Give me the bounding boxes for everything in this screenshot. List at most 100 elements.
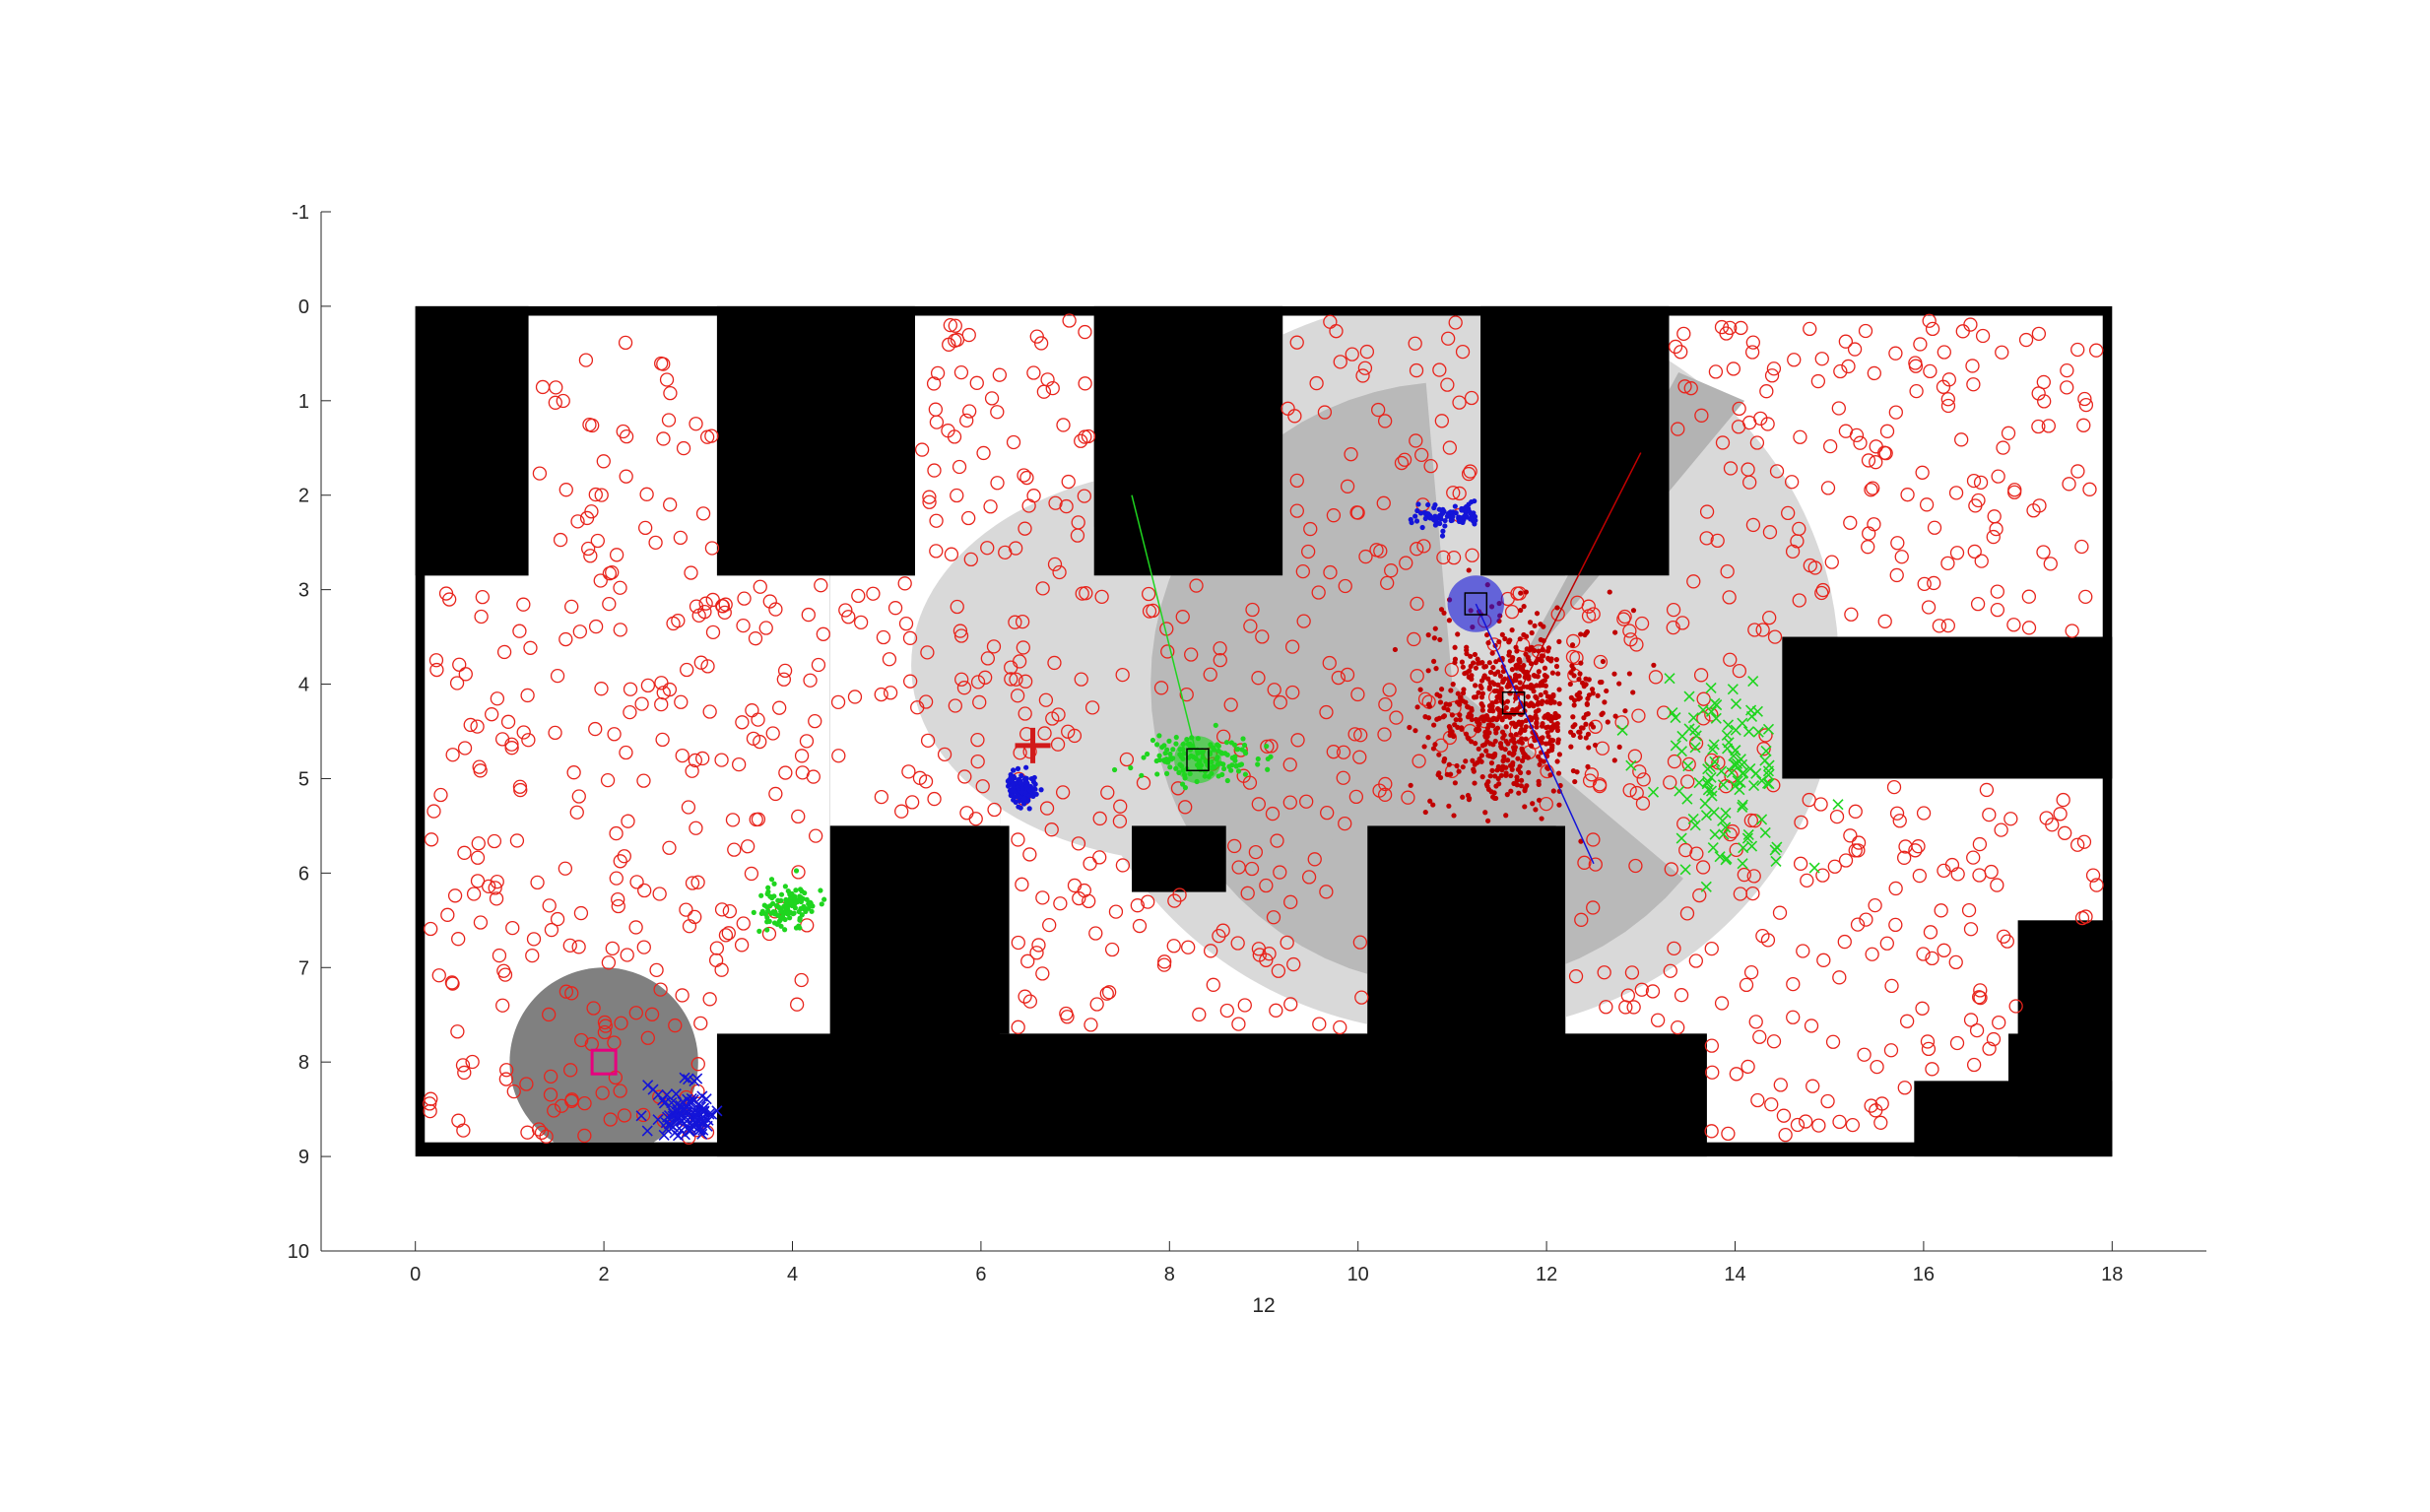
particle-dot (1532, 623, 1538, 628)
particle-circle (1077, 489, 1091, 503)
particle-circle (838, 603, 853, 618)
agent-disc-blue (1447, 575, 1505, 632)
particle-dot (1452, 503, 1458, 509)
particle-dot (775, 897, 781, 903)
particle-dot (1215, 773, 1221, 779)
particle-circle (1990, 603, 2005, 618)
particle-dot (1492, 738, 1498, 745)
particle-cross (1720, 807, 1732, 819)
particle-circle (1616, 612, 1631, 626)
particle-circle (1721, 1126, 1736, 1142)
particle-dot (1421, 744, 1427, 750)
particle-dot (1578, 660, 1584, 666)
particle-circle (1312, 1017, 1327, 1031)
particle-dot (1504, 698, 1511, 704)
particle-circle (736, 916, 751, 931)
particle-circle (1444, 662, 1459, 678)
particle-circle (1181, 940, 1196, 954)
particle-circle (1917, 576, 1932, 592)
particle-dot (1478, 678, 1485, 684)
particle-dot (1503, 813, 1509, 819)
particle-circle (1894, 550, 1909, 564)
particle-dot (801, 903, 807, 909)
particle-dot (1141, 755, 1147, 760)
particle-circle (470, 874, 486, 888)
particle-dot (1554, 605, 1560, 611)
particle-circle (1142, 604, 1157, 619)
particle-circle (640, 1030, 655, 1045)
particle-circle (553, 532, 568, 548)
particle-circle (620, 948, 634, 962)
particle-circle (1022, 847, 1037, 862)
particle-dot (1430, 802, 1436, 808)
particle-circle (1923, 363, 1937, 379)
particle-circle (619, 469, 633, 484)
particle-dot (1529, 715, 1535, 721)
particle-circle (689, 599, 704, 614)
particle-circle (484, 707, 499, 722)
particle-circle (1035, 966, 1050, 981)
particle-circle (2078, 589, 2093, 605)
particle-dot (1456, 518, 1463, 524)
particle-circle (718, 928, 734, 943)
particle-circle (2001, 426, 2016, 440)
particle-cross (1737, 801, 1748, 813)
particle-circle (498, 1072, 514, 1086)
particle-dot (776, 918, 782, 924)
particle-circle (623, 682, 638, 696)
particle-circle (2056, 792, 2070, 808)
particle-circle (799, 734, 815, 749)
particle-circle (1345, 347, 1359, 362)
particle-circle (970, 754, 985, 769)
particle-dot (1509, 762, 1516, 768)
particle-circle (972, 694, 987, 710)
particle-circle (1683, 381, 1698, 396)
particle-dot (1460, 764, 1466, 770)
particle-circle (1094, 589, 1109, 605)
particle-dot (1478, 753, 1485, 758)
particle-circle (1769, 464, 1785, 479)
particle-circle (1877, 614, 1892, 628)
particle-dot (1446, 761, 1452, 767)
particle-dot (1449, 729, 1455, 735)
particle-cross (1625, 759, 1637, 771)
particle-dot (1433, 666, 1439, 672)
particle-dot (1533, 693, 1539, 699)
particle-circle (1793, 856, 1808, 871)
agent-square-green (1186, 748, 1210, 772)
particle-dot (1437, 693, 1443, 699)
particle-circle (1331, 670, 1346, 686)
y-tick-label: 3 (298, 580, 309, 602)
particle-dot (1442, 523, 1448, 529)
particle-circle (1940, 392, 1955, 407)
particle-circle (841, 610, 856, 625)
particle-dot (1549, 670, 1555, 676)
particle-circle (634, 696, 649, 711)
particle-circle (1973, 990, 1988, 1006)
particle-circle (1037, 726, 1052, 741)
particle-dot (1226, 763, 1232, 769)
particle-circle (534, 1125, 550, 1141)
particle-cross (679, 1072, 690, 1084)
particle-circle (1245, 602, 1260, 618)
particle-circle (1919, 497, 1935, 512)
particle-dot (782, 884, 788, 889)
particle-circle (470, 850, 486, 865)
particle-dot (1544, 693, 1551, 699)
particle-circle (1018, 706, 1032, 721)
particle-cross (1756, 814, 1768, 825)
particle-circle (1759, 384, 1774, 399)
obstacle (1480, 305, 1670, 576)
particle-dot (1514, 648, 1520, 654)
particle-circle (1704, 1124, 1719, 1139)
particle-circle (639, 487, 654, 501)
particle-dot (1536, 781, 1542, 787)
particle-circle (734, 938, 750, 953)
particle-circle (623, 704, 637, 720)
particle-circle (544, 1069, 558, 1085)
particle-circle (874, 687, 888, 702)
particle-circle (959, 413, 974, 428)
particle-circle (778, 765, 793, 780)
particle-circle (583, 549, 598, 563)
particle-circle (530, 875, 545, 890)
